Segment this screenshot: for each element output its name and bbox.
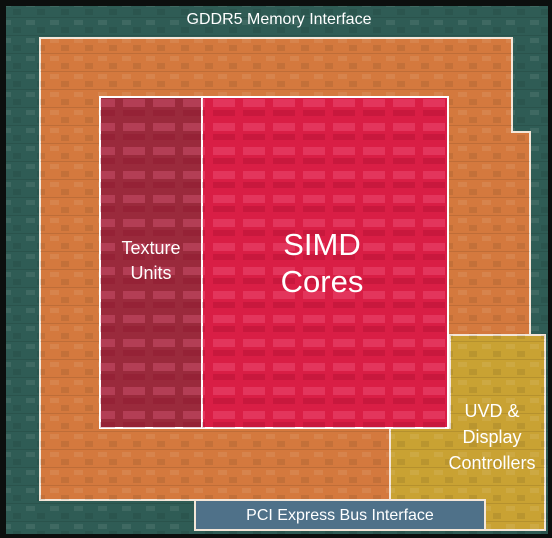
uvd-label: Controllers [448,453,535,473]
uvd-label: UVD & [464,401,519,421]
texture-label: Units [130,263,171,283]
texture-label: Texture [121,238,180,258]
memory-label: GDDR5 Memory Interface [187,11,372,28]
pci-region [194,499,486,531]
simd-label: Cores [281,264,364,299]
texture-texture [100,97,202,428]
uvd-label: Display [462,427,521,447]
simd-label: SIMD [283,227,361,262]
simd-texture [202,97,448,428]
pci-label: PCI Express Bus Interface [246,507,434,524]
uvd-texture [390,335,545,530]
